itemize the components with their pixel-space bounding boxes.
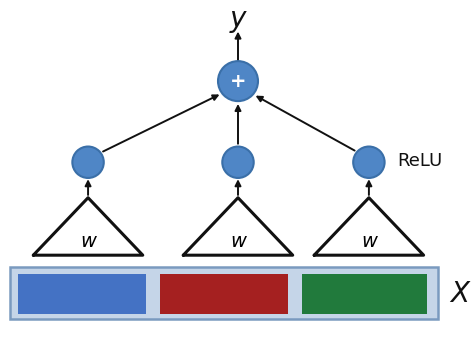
Text: +: + [230, 72, 246, 91]
Text: w: w [80, 232, 96, 251]
Ellipse shape [353, 147, 385, 178]
Bar [302, 274, 427, 314]
Ellipse shape [218, 61, 258, 101]
Bar [160, 274, 288, 314]
Ellipse shape [72, 147, 104, 178]
Text: y: y [230, 5, 246, 33]
Ellipse shape [222, 147, 254, 178]
Text: w: w [361, 232, 377, 251]
Text: ReLU: ReLU [397, 151, 443, 170]
Text: X: X [450, 280, 469, 308]
Bar [10, 267, 438, 319]
Text: w: w [230, 232, 246, 251]
Bar [18, 274, 146, 314]
